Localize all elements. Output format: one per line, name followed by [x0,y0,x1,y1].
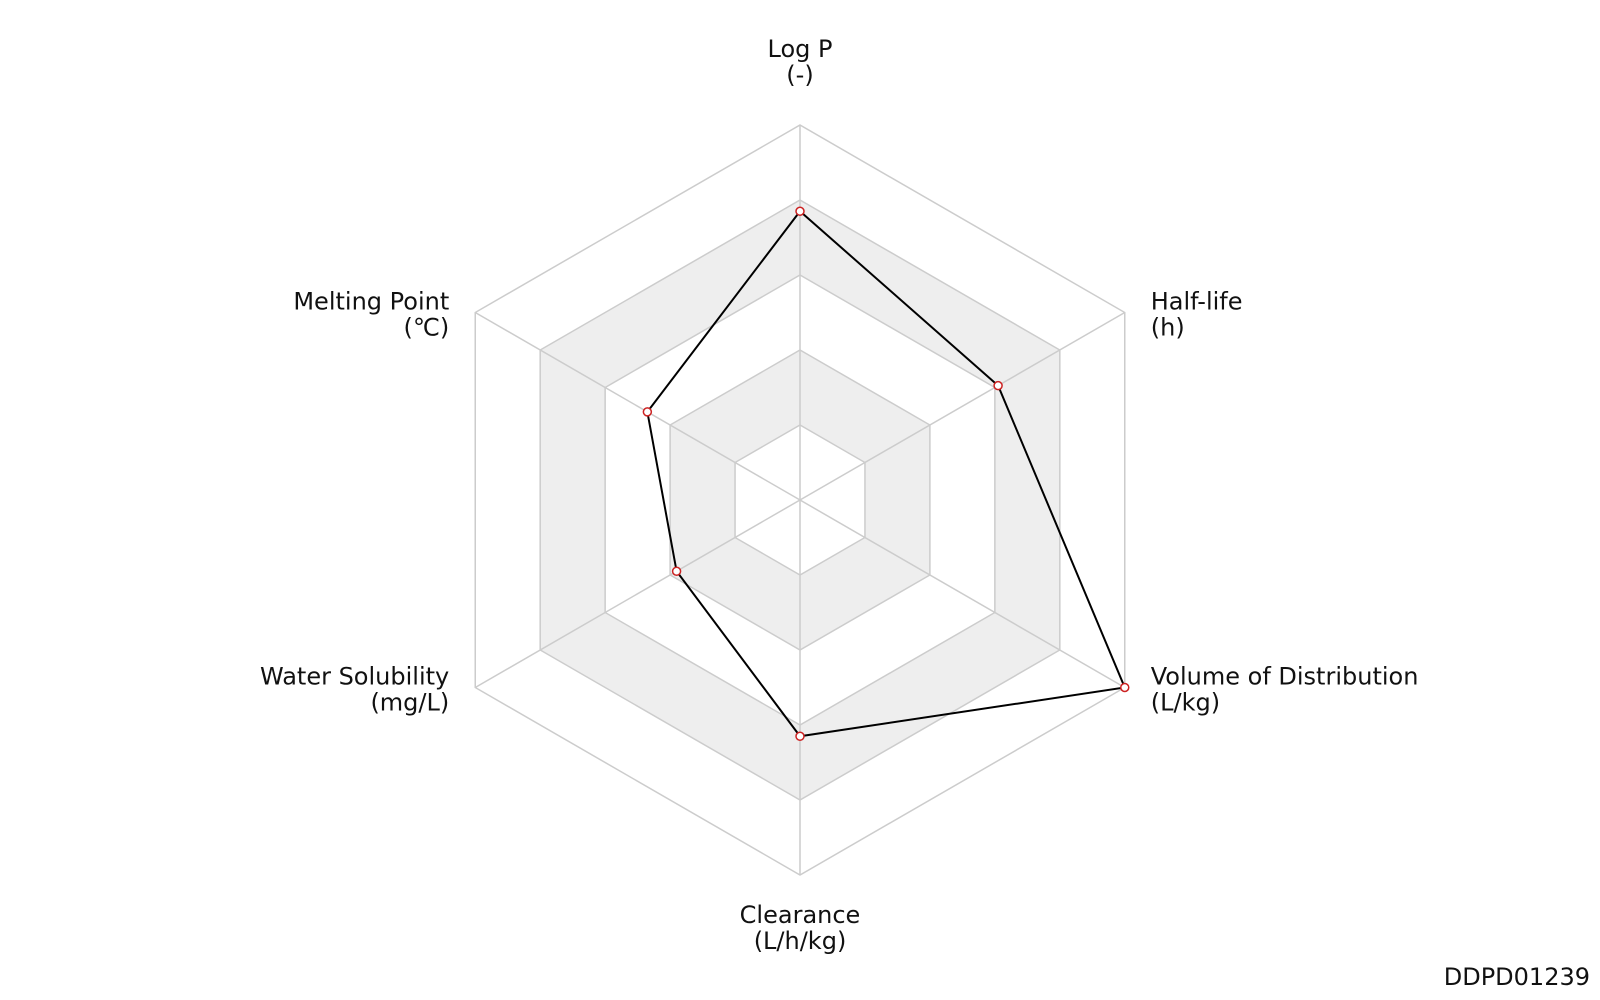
data-point [795,206,805,216]
axis-line [799,311,1126,501]
axis-line [799,499,1126,689]
data-point [795,731,805,741]
data-point [642,407,653,417]
axis-label: Water Solubility [260,663,449,691]
id-label: DDPD01239 [1444,963,1590,991]
data-point [993,380,1003,391]
axis-unit: (L/h/kg) [754,927,847,955]
axis-unit: (h) [1151,314,1185,342]
data-point [1120,682,1130,693]
axis-label: Log P [768,35,833,63]
axis-unit: (L/kg) [1151,689,1220,717]
axis-line [474,499,801,689]
axis-label: Half-life [1151,288,1243,316]
axis-label: Volume of Distribution [1151,663,1419,691]
data-point [671,566,682,576]
axis-label: Melting Point [293,288,449,316]
axis-unit: (℃) [404,314,450,342]
axis-label: Clearance [740,901,861,929]
axis-unit: (-) [786,61,813,89]
axis-line [474,311,801,501]
axis-unit: (mg/L) [370,689,449,717]
